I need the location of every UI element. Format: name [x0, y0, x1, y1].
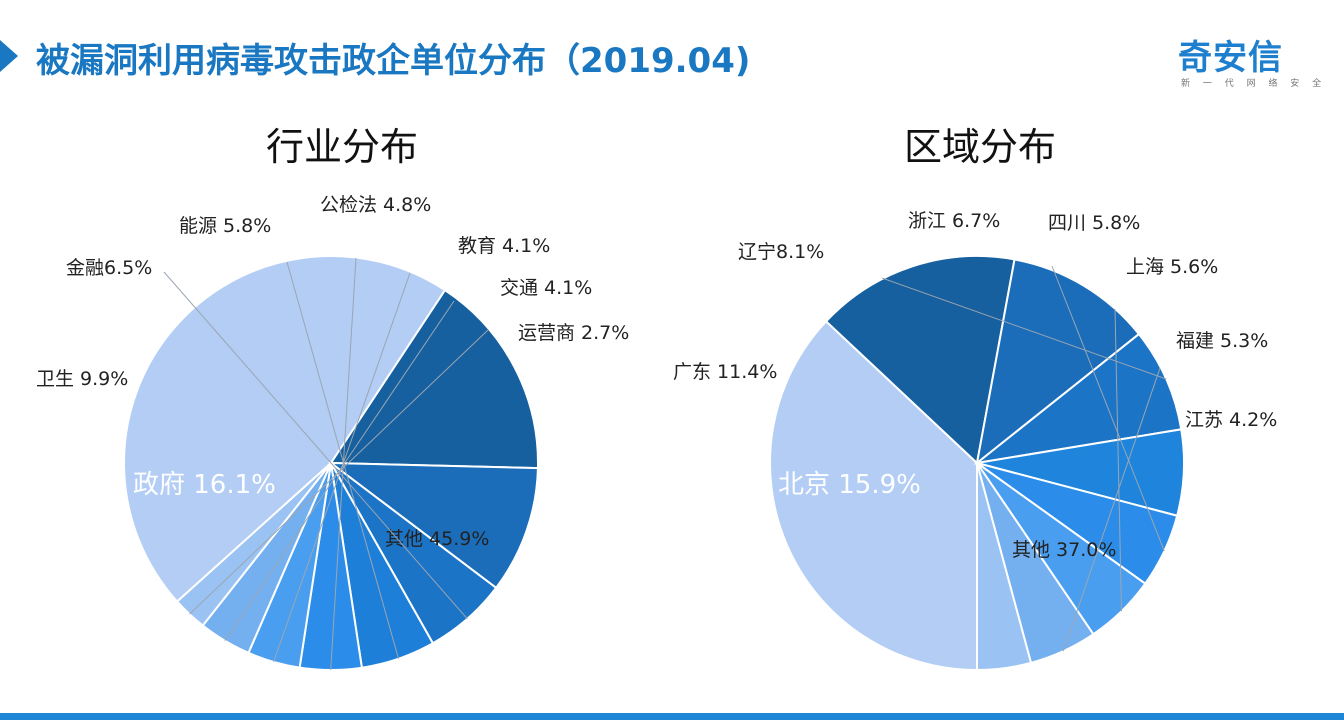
region-label-8: 江苏 4.2%: [1185, 409, 1277, 431]
industry-label-8: 运营商 2.7%: [518, 322, 629, 344]
industry-chart-title: 行业分布: [266, 125, 418, 169]
region-label-1: 北京 15.9%: [778, 470, 921, 500]
industry-label-0: 其他 45.9%: [385, 528, 489, 550]
region-label-0: 其他 37.0%: [1012, 539, 1116, 561]
industry-label-4: 能源 5.8%: [179, 215, 271, 237]
industry-label-2: 卫生 9.9%: [36, 368, 128, 390]
logo-sub-text: 新 一 代 网 络 安 全: [1181, 79, 1327, 89]
title-marker: [0, 40, 18, 72]
region-leader-line-5: [1051, 265, 1165, 552]
industry-leader-line-3: [163, 271, 468, 620]
region-slice-8: [976, 462, 1033, 672]
region-leader-line-3: [881, 277, 1167, 380]
industry-slice-1: [329, 288, 539, 470]
industry-label-1: 政府 16.1%: [133, 470, 276, 500]
slide-title: 被漏洞利用病毒攻击政企单位分布（2019.04): [36, 41, 751, 81]
region-label-6: 上海 5.6%: [1126, 256, 1218, 278]
industry-leader-line-4: [286, 261, 399, 659]
industry-slice-2: [327, 461, 539, 590]
industry-leader-line-8: [189, 329, 489, 615]
region-slice-0: [769, 319, 978, 672]
region-label-7: 福建 5.3%: [1176, 330, 1268, 352]
region-chart-title: 区域分布: [904, 125, 1056, 169]
region-leader-line-6: [1114, 308, 1122, 612]
bottom-accent-bar: [0, 713, 1344, 720]
region-slice-1: [824, 255, 1016, 465]
industry-label-7: 交通 4.1%: [500, 277, 592, 299]
qianxin-logo: 奇安信 新 一 代 网 络 安 全: [1170, 30, 1321, 90]
region-labels: 其他 37.0% 北京 15.9% 广东 11.4% 辽宁8.1% 浙江 6.7% 四川 …: [673, 210, 1277, 652]
region-pie: [769, 255, 1185, 672]
industry-label-5: 公检法 4.8%: [320, 194, 431, 216]
industry-label-3: 金融6.5%: [66, 257, 152, 279]
region-leader-line-7: [1062, 367, 1161, 652]
industry-labels: 其他 45.9% 政府 16.1% 卫生 9.9% 金融6.5% 能源 5.8% 公检法 …: [36, 194, 629, 671]
region-slice-2: [975, 258, 1141, 466]
industry-slice-0: [123, 255, 447, 603]
region-label-4: 浙江 6.7%: [908, 210, 1000, 232]
industry-label-6: 教育 4.1%: [458, 235, 550, 257]
logo-main-text: 奇安信: [1178, 38, 1283, 78]
region-label-2: 广东 11.4%: [673, 361, 777, 383]
region-label-5: 四川 5.8%: [1048, 212, 1140, 234]
region-label-3: 辽宁8.1%: [738, 241, 824, 263]
